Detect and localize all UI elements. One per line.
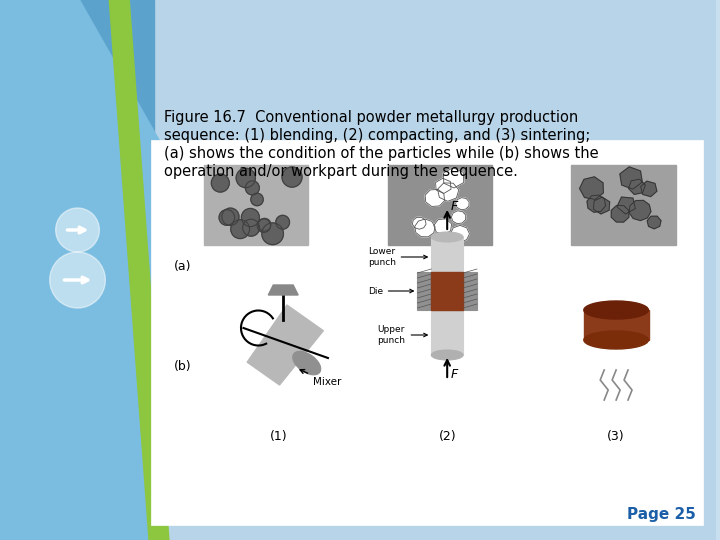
Polygon shape [611, 206, 629, 222]
Bar [0, 0, 154, 540]
Bar [418, 272, 477, 310]
Ellipse shape [584, 331, 649, 349]
Bar [431, 272, 463, 310]
Bar [572, 165, 676, 245]
Polygon shape [438, 183, 459, 201]
Polygon shape [580, 177, 603, 199]
Polygon shape [0, 0, 179, 540]
Bar [431, 310, 463, 355]
Bar [585, 310, 649, 340]
Polygon shape [269, 285, 298, 295]
Text: Figure 16.7  Conventional powder metallurgy production: Figure 16.7 Conventional powder metallur… [164, 110, 578, 125]
Circle shape [241, 208, 259, 227]
Circle shape [246, 181, 259, 195]
Circle shape [222, 208, 239, 225]
Text: Upper
punch: Upper punch [377, 325, 427, 345]
Circle shape [219, 210, 235, 225]
Polygon shape [247, 305, 323, 385]
Ellipse shape [293, 352, 320, 375]
Circle shape [276, 215, 289, 229]
Bar [204, 165, 308, 245]
Circle shape [262, 223, 284, 245]
Polygon shape [109, 0, 169, 540]
Bar [387, 165, 492, 245]
Text: operation and/or workpart during the sequence.: operation and/or workpart during the seq… [164, 164, 518, 179]
Polygon shape [451, 225, 469, 242]
Polygon shape [434, 219, 451, 234]
Polygon shape [413, 218, 426, 229]
Polygon shape [593, 197, 610, 214]
Text: sequence: (1) blending, (2) compacting, and (3) sintering;: sequence: (1) blending, (2) compacting, … [164, 128, 590, 143]
Polygon shape [415, 219, 435, 237]
Polygon shape [617, 197, 635, 214]
Circle shape [257, 219, 271, 232]
Ellipse shape [431, 232, 463, 242]
Text: Die: Die [368, 287, 413, 295]
Polygon shape [456, 198, 469, 210]
Ellipse shape [584, 301, 649, 319]
Polygon shape [629, 200, 651, 220]
Polygon shape [444, 167, 464, 188]
Circle shape [236, 168, 256, 187]
Polygon shape [647, 216, 661, 229]
Circle shape [50, 252, 105, 308]
Circle shape [243, 219, 259, 236]
Bar [151, 140, 703, 525]
Text: Page 25: Page 25 [626, 507, 696, 522]
Text: (a) shows the condition of the particles while (b) shows the: (a) shows the condition of the particles… [164, 146, 598, 161]
Text: (3): (3) [607, 430, 625, 443]
Polygon shape [629, 179, 645, 194]
Text: (b): (b) [174, 360, 192, 373]
Circle shape [251, 193, 264, 206]
Polygon shape [451, 211, 466, 224]
Text: Mixer: Mixer [300, 369, 341, 387]
Text: F: F [450, 200, 457, 213]
Text: F: F [450, 368, 457, 381]
Polygon shape [641, 181, 657, 197]
Circle shape [55, 208, 99, 252]
Text: Lower
punch: Lower punch [368, 247, 427, 267]
Text: (1): (1) [269, 430, 287, 443]
Text: (2): (2) [438, 430, 456, 443]
Circle shape [231, 220, 250, 239]
Polygon shape [620, 167, 642, 189]
Polygon shape [436, 178, 451, 193]
Polygon shape [425, 190, 444, 206]
Circle shape [212, 174, 229, 192]
Circle shape [258, 219, 271, 231]
Circle shape [282, 167, 302, 187]
Polygon shape [587, 195, 606, 212]
Text: (a): (a) [174, 260, 192, 273]
Bar [431, 237, 463, 272]
Ellipse shape [431, 350, 463, 360]
